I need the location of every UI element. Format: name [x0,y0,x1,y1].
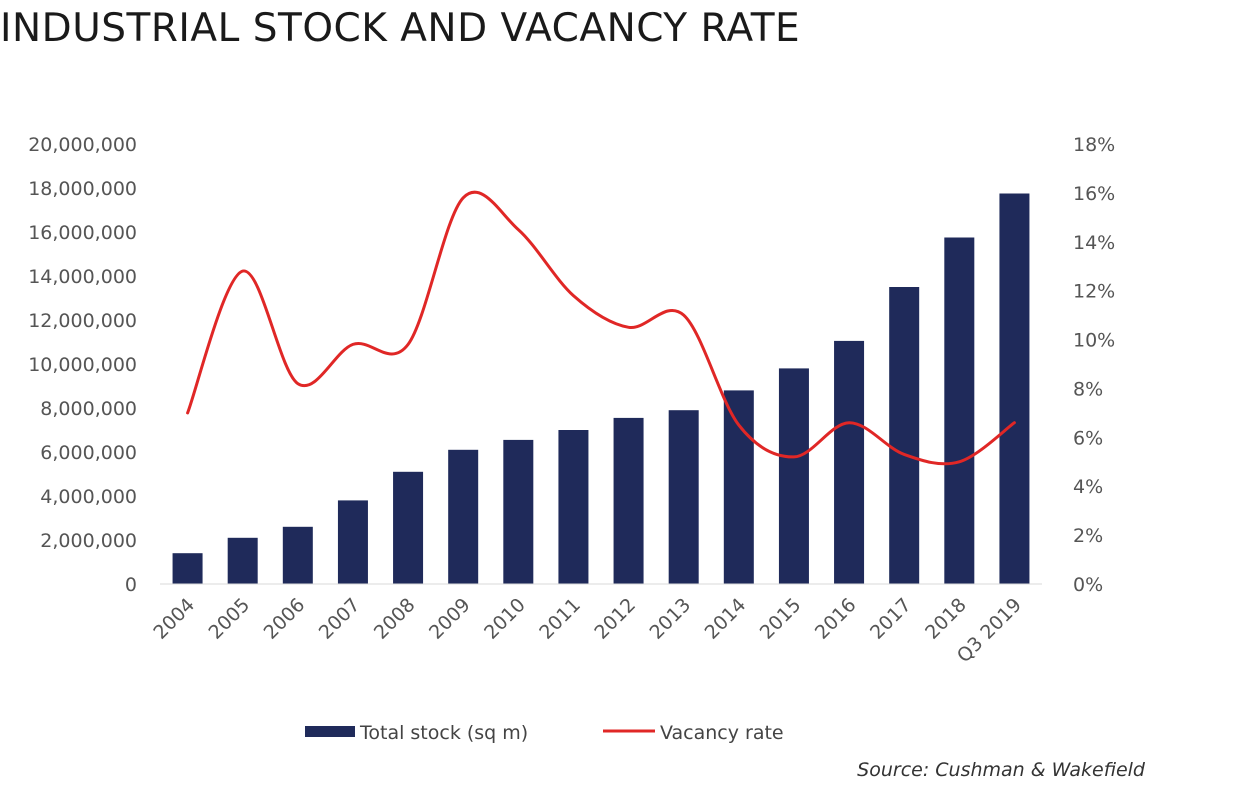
bar-total-stock [889,287,920,584]
point-vacancy-rate [572,294,575,297]
x-tick-label: 2007 [315,594,365,644]
point-vacancy-rate [296,382,299,385]
bars-layer [172,193,1030,584]
x-tick-label: 2010 [480,594,530,644]
x-tick-label: 2008 [370,594,420,644]
point-vacancy-rate [517,228,520,231]
point-vacancy-rate [407,343,410,346]
y-left-tick-label: 20,000,000 [28,134,137,156]
bar-total-stock [503,439,534,584]
x-tick-label: 2006 [260,594,310,644]
y-right-tick-label: 12% [1073,281,1115,303]
y-left-tick-label: 14,000,000 [28,266,137,288]
y-right-tick-label: 10% [1073,330,1115,352]
y-left-tick-label: 6,000,000 [40,442,137,464]
bar-total-stock [393,471,424,584]
x-tick-label: 2017 [866,594,916,644]
y-left-tick-label: 4,000,000 [40,486,137,508]
point-vacancy-rate [1013,421,1016,424]
y-left-tick-label: 10,000,000 [28,354,137,376]
y-left-tick-label: 2,000,000 [40,530,137,552]
point-vacancy-rate [351,343,354,346]
y-right-tick-label: 14% [1073,232,1115,254]
y-left-tick-label: 0 [125,574,137,596]
line-layer [186,190,1016,466]
x-tick-label: 2012 [590,594,640,644]
bar-total-stock [227,537,258,584]
bar-total-stock [558,430,589,584]
x-tick-label: 2018 [921,594,971,644]
y-right-tick-label: 16% [1073,183,1115,205]
legend: Total stock (sq m) Vacancy rate [305,722,784,744]
bar-total-stock [999,193,1030,584]
bar-total-stock [778,368,809,584]
point-vacancy-rate [958,460,961,463]
chart-title: INDUSTRIAL STOCK AND VACANCY RATE [0,6,801,51]
point-vacancy-rate [241,270,244,273]
point-vacancy-rate [627,326,630,329]
x-tick-label: 2011 [535,594,585,644]
point-vacancy-rate [903,453,906,456]
x-tick-label: 2004 [149,594,199,644]
y-right-tick-label: 18% [1073,134,1115,156]
y-right-tick-label: 2% [1073,525,1103,547]
point-vacancy-rate [848,421,851,424]
legend-swatch-stock [305,726,355,737]
point-vacancy-rate [792,455,795,458]
y-left-tick-label: 12,000,000 [28,310,137,332]
x-tick-label: 2014 [701,594,751,644]
point-vacancy-rate [462,196,465,199]
point-vacancy-rate [682,314,685,317]
bar-total-stock [337,500,368,584]
y-right-tick-label: 0% [1073,574,1103,596]
line-vacancy-rate [186,190,1016,466]
x-tick-label: 2005 [204,594,254,644]
x-tick-label: 2015 [756,594,806,644]
bar-total-stock [282,526,313,584]
bar-total-stock [944,237,975,584]
y-left-tick-label: 8,000,000 [40,398,137,420]
bar-total-stock [668,410,699,584]
y-left-tick-label: 16,000,000 [28,222,137,244]
bar-total-stock [834,340,865,584]
source-note: Source: Cushman & Wakefield [857,759,1145,781]
bar-total-stock [613,417,644,584]
point-vacancy-rate [737,424,740,427]
bar-total-stock [448,449,479,584]
x-tick-label: 2009 [425,594,475,644]
bar-total-stock [172,553,203,584]
bar-total-stock [723,390,754,584]
legend-label-vacancy: Vacancy rate [660,722,784,744]
y-right-tick-label: 6% [1073,427,1103,449]
x-tick-label: 2013 [645,594,695,644]
y-right-tick-label: 8% [1073,378,1103,400]
legend-label-stock: Total stock (sq m) [359,722,528,744]
y-right-tick-label: 4% [1073,476,1103,498]
y-left-tick-label: 18,000,000 [28,178,137,200]
x-tick-label: 2016 [811,594,861,644]
point-vacancy-rate [186,411,189,414]
